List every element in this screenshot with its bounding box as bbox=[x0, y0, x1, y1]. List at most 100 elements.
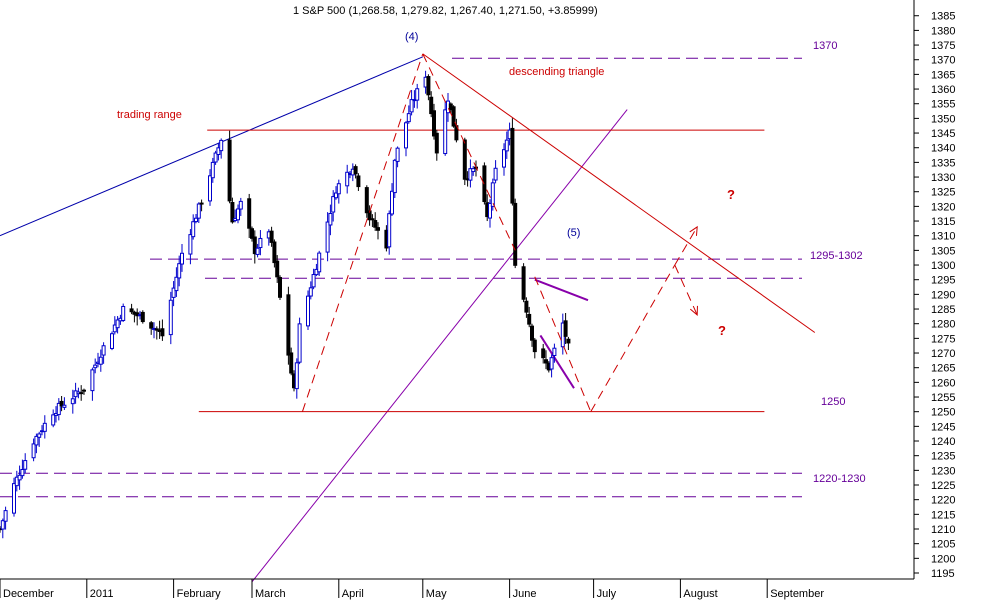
candle-body-112 bbox=[434, 132, 439, 154]
y-tick-label-1195: 1195 bbox=[931, 568, 955, 580]
candle-body-46 bbox=[177, 263, 182, 279]
candle-body-22 bbox=[82, 389, 86, 392]
candle-body-43 bbox=[168, 299, 173, 336]
candle-body-16 bbox=[59, 400, 64, 407]
y-tick-label-1305: 1305 bbox=[931, 245, 955, 257]
x-axis-months: December 2011 February March April May June Jul… bbox=[0, 579, 824, 600]
y-tick-label-1240: 1240 bbox=[931, 436, 955, 448]
candle-body-132 bbox=[513, 202, 518, 266]
y-tick-label-1280: 1280 bbox=[931, 319, 955, 331]
candle-body-126 bbox=[490, 182, 495, 207]
y-tick-label-1320: 1320 bbox=[931, 201, 955, 213]
candle-body-63 bbox=[247, 198, 252, 229]
y-tick-label-1375: 1375 bbox=[931, 40, 955, 52]
candle-body-23 bbox=[90, 369, 95, 392]
candle-body-45 bbox=[174, 276, 179, 292]
candle-body-51 bbox=[196, 203, 201, 219]
y-tick-label-1275: 1275 bbox=[931, 333, 955, 345]
y-tick-label-1355: 1355 bbox=[931, 99, 955, 111]
candle-body-62 bbox=[238, 200, 243, 210]
candle-body-13 bbox=[51, 414, 56, 426]
month-label-2011: 2011 bbox=[90, 588, 114, 600]
candle-body-113 bbox=[443, 109, 448, 155]
candle-body-58 bbox=[227, 139, 232, 202]
y-tick-label-1245: 1245 bbox=[931, 421, 955, 433]
candle-body-61 bbox=[236, 208, 240, 221]
candle-body-116 bbox=[451, 106, 456, 127]
candle-body-4 bbox=[14, 476, 19, 487]
candle-body-21 bbox=[79, 392, 84, 395]
chart-title: 1 S&P 500 (1,268.58, 1,279.82, 1,267.40,… bbox=[293, 5, 598, 17]
wedge-lower bbox=[539, 334, 575, 389]
candle-body-127 bbox=[493, 167, 498, 181]
candle-body-100 bbox=[390, 190, 394, 215]
candle-body-67 bbox=[258, 237, 263, 249]
month-label-december: December bbox=[3, 588, 54, 600]
candle-body-2 bbox=[3, 510, 8, 522]
candle-body-73 bbox=[286, 294, 291, 356]
y-tick-label-1295: 1295 bbox=[931, 275, 955, 287]
candle-body-69 bbox=[269, 230, 274, 243]
candle-body-128 bbox=[502, 149, 506, 168]
zigzag-fall-from-wave4 bbox=[422, 53, 516, 251]
candle-body-102 bbox=[395, 147, 400, 162]
candle-body-17 bbox=[62, 404, 67, 408]
candle-body-56 bbox=[216, 147, 221, 156]
descending-resistance bbox=[422, 53, 816, 333]
y-tick-label-1350: 1350 bbox=[931, 113, 955, 125]
y-tick-label-1365: 1365 bbox=[931, 69, 955, 81]
projection-upper-branch bbox=[674, 226, 698, 266]
y-tick-label-1385: 1385 bbox=[931, 11, 955, 23]
candle-body-65 bbox=[252, 236, 257, 255]
candle-body-133 bbox=[521, 266, 526, 300]
candle-body-83 bbox=[325, 221, 330, 253]
y-tick-label-1200: 1200 bbox=[931, 553, 955, 565]
y-tick-label-1335: 1335 bbox=[931, 157, 955, 169]
y-tick-label-1220: 1220 bbox=[931, 495, 955, 507]
candle-body-12 bbox=[42, 422, 47, 432]
y-tick-label-1290: 1290 bbox=[931, 289, 955, 301]
y-tick-label-1205: 1205 bbox=[931, 539, 955, 551]
candle-body-40 bbox=[154, 328, 159, 331]
y-tick-label-1225: 1225 bbox=[931, 480, 955, 492]
y-tick-label-1310: 1310 bbox=[931, 231, 955, 243]
candle-body-53 bbox=[208, 175, 212, 202]
candle-body-18 bbox=[70, 398, 75, 405]
projection-up bbox=[590, 264, 676, 412]
candle-body-47 bbox=[180, 252, 184, 265]
question-mark-bottom: ? bbox=[718, 323, 726, 338]
candle-body-76 bbox=[294, 362, 299, 390]
candle-body-109 bbox=[426, 76, 431, 96]
candle-body-74 bbox=[289, 352, 294, 374]
purple-rising-trendline bbox=[251, 109, 628, 583]
y-tick-label-1325: 1325 bbox=[931, 187, 955, 199]
candle-body-85 bbox=[331, 196, 336, 213]
candlesticks bbox=[0, 70, 571, 539]
candle-body-37 bbox=[140, 311, 145, 323]
y-tick-label-1300: 1300 bbox=[931, 260, 955, 272]
month-label-july: July bbox=[597, 588, 617, 600]
month-label-august: August bbox=[683, 588, 717, 600]
arrowhead-up bbox=[689, 225, 698, 236]
dashed-projections bbox=[301, 53, 698, 412]
candle-body-42 bbox=[160, 328, 165, 337]
candle-body-9 bbox=[34, 435, 39, 446]
candle-body-92 bbox=[356, 175, 361, 188]
axes bbox=[0, 0, 915, 580]
descending-triangle-label: descending triangle bbox=[509, 66, 604, 78]
level-label-1220-1230: 1220-1230 bbox=[813, 473, 866, 485]
annotations: 1 S&P 500 (1,268.58, 1,279.82, 1,267.40,… bbox=[117, 5, 866, 485]
level-label-1295-1302: 1295-1302 bbox=[810, 250, 863, 262]
month-label-september: September bbox=[770, 588, 824, 600]
level-label-1250: 1250 bbox=[821, 396, 845, 408]
candle-body-10 bbox=[37, 433, 42, 438]
y-tick-label-1330: 1330 bbox=[931, 172, 955, 184]
candle-body-71 bbox=[275, 260, 280, 278]
y-tick-label-1345: 1345 bbox=[931, 128, 955, 140]
candle-body-7 bbox=[23, 460, 28, 470]
candle-body-104 bbox=[406, 113, 411, 123]
candle-body-64 bbox=[250, 228, 254, 239]
candle-body-3 bbox=[12, 483, 16, 514]
candle-body-8 bbox=[31, 443, 36, 459]
